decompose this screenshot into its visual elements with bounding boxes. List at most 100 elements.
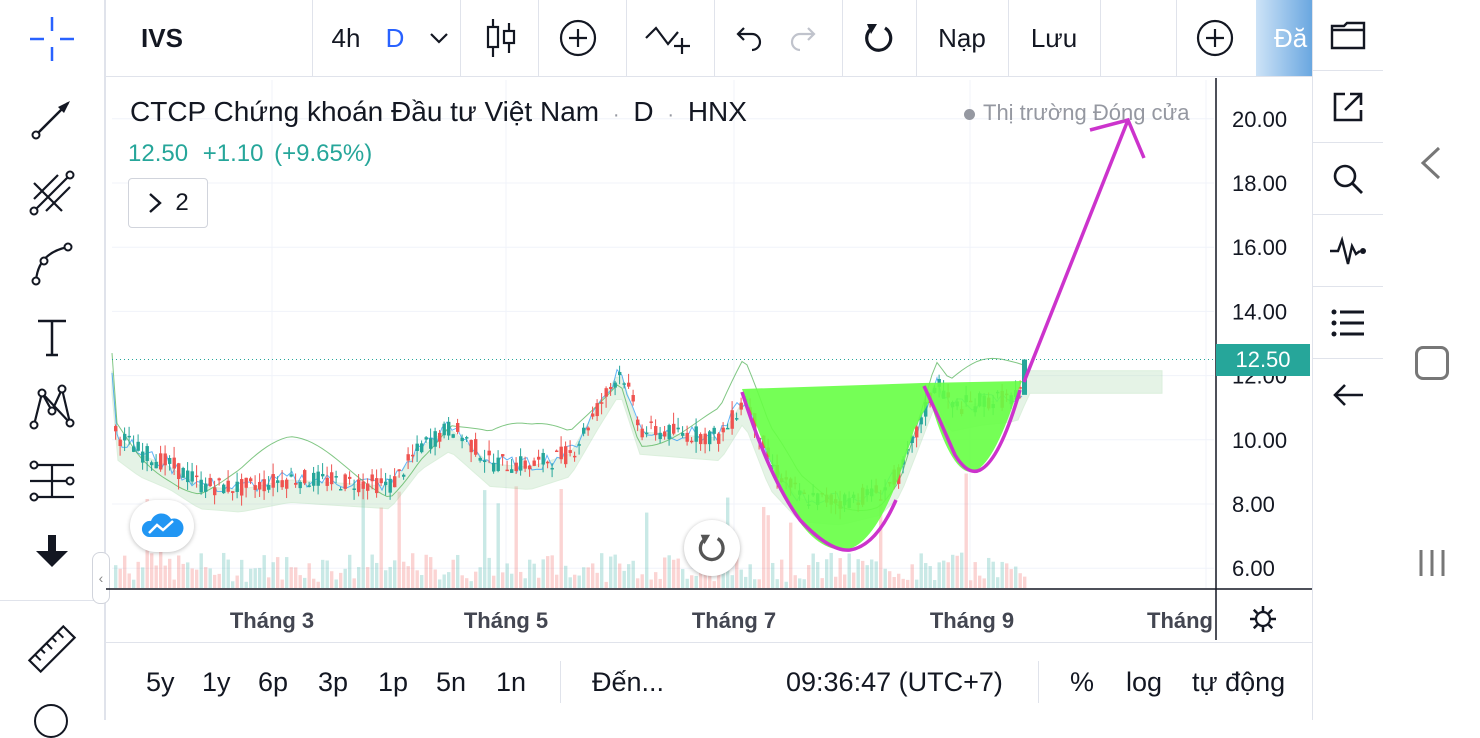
candle-body: [177, 463, 181, 480]
add-icon[interactable]: [1192, 0, 1238, 76]
crosshair-icon[interactable]: [22, 12, 82, 66]
recents-icon[interactable]: [1417, 548, 1447, 583]
magnet-icon[interactable]: [34, 704, 68, 738]
long-position-icon[interactable]: [22, 454, 82, 508]
reload-button[interactable]: Nạp: [938, 22, 986, 53]
log-scale-button[interactable]: log: [1126, 666, 1163, 697]
open-external-icon[interactable]: [1313, 72, 1383, 143]
reset-chart-button[interactable]: [684, 520, 740, 576]
price-tick-label: 18.00: [1232, 171, 1287, 196]
candle-body: [253, 485, 257, 490]
compare-icon[interactable]: [640, 0, 696, 76]
search-icon[interactable]: [1313, 144, 1383, 215]
divider: [714, 0, 715, 76]
volume-bar: [123, 555, 127, 588]
clock[interactable]: 09:36:47 (UTC+7): [786, 666, 1003, 697]
trend-line-icon[interactable]: [22, 92, 82, 146]
undo-icon[interactable]: [728, 0, 768, 76]
pulse-icon[interactable]: [1313, 216, 1383, 287]
candle-body: [739, 402, 743, 410]
volume-bar: [487, 557, 491, 588]
candle-body: [366, 483, 370, 491]
candle-body: [654, 426, 658, 436]
text-tool-icon[interactable]: [22, 310, 82, 364]
redo-icon[interactable]: [784, 0, 824, 76]
divider: [842, 0, 843, 76]
list-icon[interactable]: [1313, 288, 1383, 359]
candle-body: [402, 474, 406, 477]
volume-bar: [663, 557, 667, 588]
range-1y-button[interactable]: 1y: [202, 666, 231, 697]
interval-4h-button[interactable]: 4h: [331, 22, 361, 53]
settings-gear-icon[interactable]: [1248, 604, 1278, 639]
pattern-icon[interactable]: [22, 380, 82, 434]
range-5y-button[interactable]: 5y: [146, 666, 175, 697]
candle-body: [541, 452, 545, 465]
symbol-button[interactable]: IVS: [141, 22, 183, 53]
candle-body: [1018, 387, 1022, 389]
price-line: 12.50 +1.10 (+9.65%): [128, 140, 372, 168]
back-chevron-icon[interactable]: [1419, 146, 1443, 185]
volume-bar: [870, 559, 874, 588]
candle-body: [213, 487, 217, 496]
price-tick-label: 6.00: [1232, 556, 1275, 581]
cloud-logo-icon: [141, 513, 184, 537]
candle-body: [123, 433, 127, 441]
price-chart[interactable]: 20.0018.0016.0014.0012.0010.008.006.00Th…: [106, 78, 1312, 640]
volume-bar: [370, 554, 374, 588]
collapse-toolbar-button[interactable]: ‹: [92, 552, 110, 604]
volume-bar: [654, 572, 658, 588]
volume-bar: [312, 578, 316, 588]
volume-bar: [600, 553, 604, 588]
home-square-icon[interactable]: [1415, 346, 1449, 380]
fib-fan-icon[interactable]: [22, 166, 82, 220]
time-tick-label: Tháng 3: [230, 608, 314, 633]
volume-bar: [631, 560, 635, 588]
auto-scale-button[interactable]: tự động: [1192, 666, 1286, 697]
candle-body: [532, 460, 536, 466]
candle-body: [384, 481, 388, 486]
ruler-icon[interactable]: [22, 622, 82, 676]
volume-bar: [132, 579, 136, 588]
volume-bar: [834, 576, 838, 588]
arrow-down-icon[interactable]: [22, 524, 82, 578]
arrow-left-icon[interactable]: [1313, 360, 1383, 430]
range-3m-button[interactable]: 3p: [318, 666, 349, 697]
volume-bar: [424, 554, 428, 588]
curve-icon[interactable]: [22, 236, 82, 290]
refresh-icon[interactable]: [856, 0, 902, 76]
chevron-down-icon[interactable]: [424, 0, 454, 76]
candle-body: [343, 474, 347, 489]
goto-date-button[interactable]: Đến...: [592, 666, 665, 697]
watchlist-icon[interactable]: [1313, 0, 1383, 71]
volume-bar: [204, 567, 208, 588]
volume-bar: [820, 578, 824, 588]
candle-body: [244, 477, 248, 488]
range-5d-button[interactable]: 5n: [436, 666, 467, 697]
candle-body: [240, 479, 244, 496]
trade-button[interactable]: Đă: [1256, 0, 1312, 76]
handle-curve: [922, 385, 1022, 474]
candles-icon[interactable]: [478, 0, 524, 76]
percent-scale-button[interactable]: %: [1070, 666, 1095, 697]
chart-pane[interactable]: 20.00 18.00 16.00 14.00 12.00 10.00 8.00 6.00 Th…: [106, 78, 1312, 640]
range-1d-button[interactable]: 1n: [496, 666, 527, 697]
volume-bar: [303, 577, 307, 588]
candle-body: [460, 437, 464, 442]
candle-body: [348, 476, 352, 479]
volume-bar: [721, 569, 725, 588]
indicator-legend-toggle[interactable]: 2: [128, 178, 208, 228]
add-indicator-icon[interactable]: [552, 0, 604, 76]
cup-curve: [740, 391, 898, 552]
candle-body: [276, 480, 280, 483]
volume-bar: [181, 563, 185, 588]
candle-body: [591, 413, 595, 417]
candle-body: [703, 433, 707, 445]
candle-body: [262, 479, 266, 492]
interval-d-button[interactable]: D: [385, 22, 405, 53]
volume-bar: [330, 571, 334, 588]
tradingview-logo[interactable]: [130, 500, 194, 552]
save-button[interactable]: Lưu: [1030, 22, 1078, 53]
range-1m-button[interactable]: 1p: [378, 666, 409, 697]
range-6m-button[interactable]: 6p: [258, 666, 289, 697]
